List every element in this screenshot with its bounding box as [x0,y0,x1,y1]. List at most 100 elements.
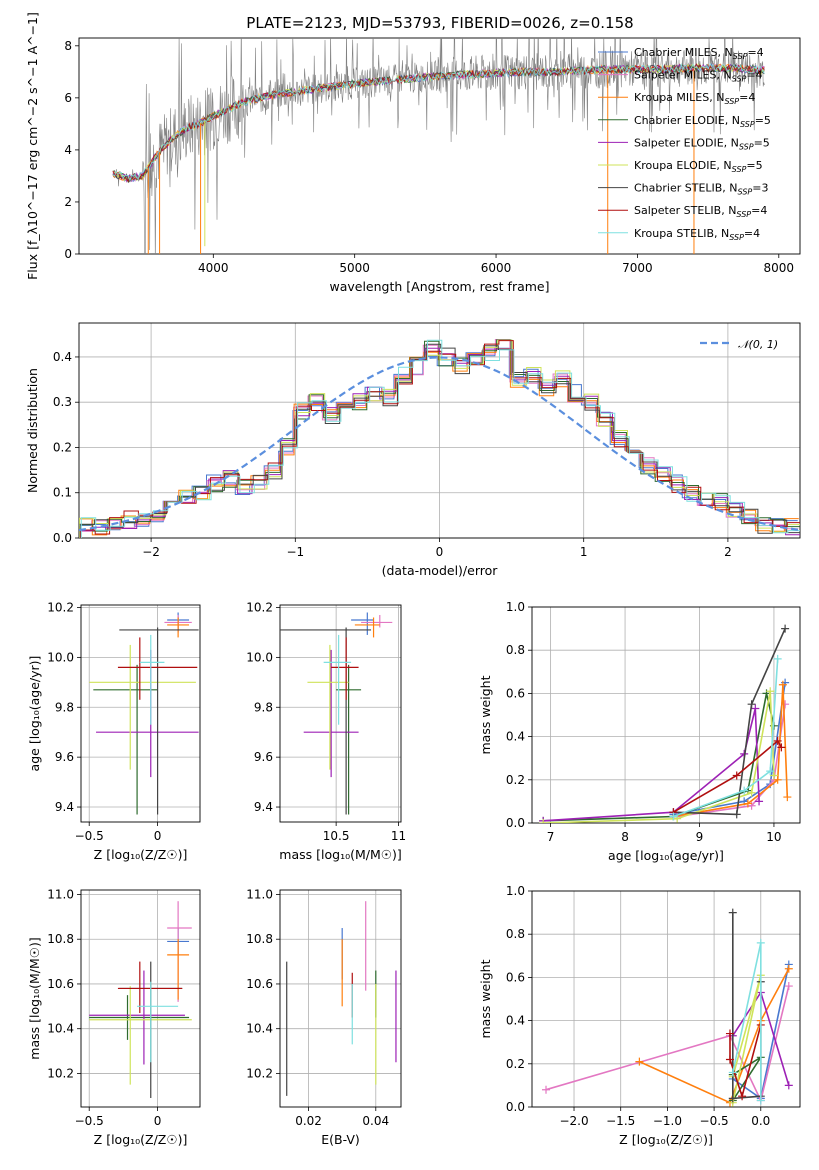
x-tick-label: 8000 [764,261,795,275]
x-tick-label: 0 [154,829,162,843]
axes-mass-weight-vs-Z: −2.0 −1.5 −1.0 −0.5 0.0 0.0 0.2 0.4 0.6 0.8 1.0 Z [… [478,884,801,1147]
axes-age-vs-Z: −0.5 0 9.4 9.6 9.8 10.0 10.2 Z [log₁₀(Z/Z☉)] age… [27,600,201,862]
y-tick-label: 0.0 [53,531,72,545]
y-tick-label: 0.8 [506,643,525,657]
series-point-kroupa_elodie [747,788,756,797]
series-point-kroupa_miles [778,680,787,689]
y-tick-label: 9.4 [55,800,74,814]
series-point-salpeter_stelib [777,743,786,752]
y-tick-label: 10.0 [47,650,74,664]
y-tick-label: 0.4 [53,350,72,364]
x-tick-label: 7000 [622,261,653,275]
x-tick-label: 11 [391,829,406,843]
legend-label-salpeter_elodie: Salpeter ELODIE, NSSP=5 [634,136,770,151]
series-line-salpeter_stelib [672,739,783,813]
y-tick-label: 0.6 [506,686,525,700]
series-point-salpeter_stelib [773,736,782,745]
x-tick-label: 8 [621,830,629,844]
y-tick-label: 10.8 [47,932,74,946]
y-tick-label: 0 [64,247,72,261]
axes-frame [80,889,201,1108]
y-tick-label: 0.4 [506,730,525,744]
legend-label-salpeter_miles: Salpeter MILES, NSSP=4 [634,69,763,84]
model-spectrum-kroupa_stelib [112,62,765,182]
x-axis-label: (data-model)/error [382,563,499,578]
x-tick-label: −1.0 [653,1114,682,1128]
axes-mass-vs-ebv: 0.02 0.04 10.2 10.4 10.6 10.8 11.0 E(B-V) [246,887,402,1147]
axes-frame [80,604,201,823]
y-tick-label: 10.0 [246,650,273,664]
x-tick-label: −2.0 [559,1114,588,1128]
axes-frame [78,37,801,255]
y-tick-label: 1.0 [506,600,525,614]
x-axis-label: mass [log₁₀(M/M☉)] [279,847,401,862]
x-axis-label: Z [log₁₀(Z/Z☉)] [619,1132,713,1147]
series-point-kroupa_miles [784,964,793,973]
series-line-chabrier_stelib [673,628,786,816]
y-tick-label: 0.3 [53,395,72,409]
series-line-salpeter_miles [545,985,790,1103]
y-tick-label: 10.2 [246,600,273,614]
y-tick-label: 4 [64,143,72,157]
legend-spectrum: Chabrier MILES, NSSP=4 Salpeter MILES, NS… [598,46,771,242]
legend-label-normal: 𝒩(0, 1) [738,338,778,351]
errorbar-plot-age-vs-mass [280,612,393,815]
series-point-kroupa_stelib [740,786,749,795]
y-axis-label: mass [log₁₀(M/M☉)] [27,937,42,1059]
x-tick-label: 10.5 [323,829,350,843]
legend-label-salpeter_stelib: Salpeter STELIB, NSSP=4 [634,204,767,219]
y-tick-label: 10.2 [47,1066,74,1080]
x-tick-label: 6000 [481,261,512,275]
series-point-kroupa_stelib [773,654,782,663]
series-point-chabrier_stelib [732,810,741,819]
x-tick-label: 0.02 [295,1114,322,1128]
x-axis-label: wavelength [Angstrom, rest frame] [329,279,549,294]
x-tick-label: 9 [696,830,704,844]
series-point-kroupa_miles [743,799,752,808]
axes-spectrum: 4000 5000 6000 7000 8000 0 2 4 6 8 wavelength [Ang… [25,12,801,294]
series-line-kroupa_miles [639,968,790,1104]
series-point-chabrier_stelib [747,700,756,709]
y-axis-label: Flux [f_λ10^−17 erg cm^−2 s^−1 A^−1] [25,12,40,280]
series-point-salpeter_stelib [725,1029,734,1038]
axes-frame [531,606,801,824]
x-tick-label: 1 [580,545,588,559]
x-axis-label: age [log₁₀(age/yr)] [608,848,724,863]
axes-mass-vs-Z: −0.5 0 10.2 10.4 10.6 10.8 11.0 Z [log₁₀(Z/Z☉)]… [27,887,201,1147]
series-point-kroupa_elodie [539,819,548,823]
x-tick-label: 5000 [339,261,370,275]
y-tick-label: 0.2 [506,773,525,787]
axes-frame [279,604,402,823]
axes-age-vs-mass: 10.5 11 9.4 9.6 9.8 10.0 10.2 mass [log₁₀(M/M☉)… [246,600,406,862]
x-tick-label: −1 [286,545,304,559]
y-tick-label: 1.0 [506,884,525,898]
histogram-chabrier_stelib [79,343,800,538]
y-tick-label: 10.6 [246,977,273,991]
y-axis-label: age [log₁₀(age/yr)] [27,656,42,772]
x-tick-label: 4000 [198,261,229,275]
histogram-kroupa_miles [79,348,799,536]
y-tick-label: 10.4 [246,1022,273,1036]
legend-label-kroupa_stelib: Kroupa STELIB, NSSP=4 [634,227,760,242]
histogram-plot [79,339,800,538]
y-tick-label: 11.0 [47,887,74,901]
histogram-kroupa_stelib [80,339,800,538]
x-tick-label: 0.0 [751,1114,770,1128]
series-point-kroupa_elodie [766,687,775,696]
y-tick-label: 0.6 [506,970,525,984]
histogram-kroupa_elodie [79,339,800,538]
x-tick-label: 2 [724,545,732,559]
y-tick-label: 11.0 [246,887,273,901]
series-point-kroupa_stelib [756,938,765,947]
histogram-chabrier_miles [79,347,798,531]
series-point-kroupa_stelib [766,767,775,776]
y-tick-label: 8 [64,39,72,53]
y-tick-label: 10.6 [47,977,74,991]
x-tick-label: 0 [154,1114,162,1128]
y-tick-label: 0.2 [53,440,72,454]
x-tick-label: 7 [547,830,555,844]
x-tick-label: −0.5 [75,829,104,843]
series-point-kroupa_stelib [756,1096,765,1105]
x-axis-label: Z [log₁₀(Z/Z☉)] [94,847,188,862]
